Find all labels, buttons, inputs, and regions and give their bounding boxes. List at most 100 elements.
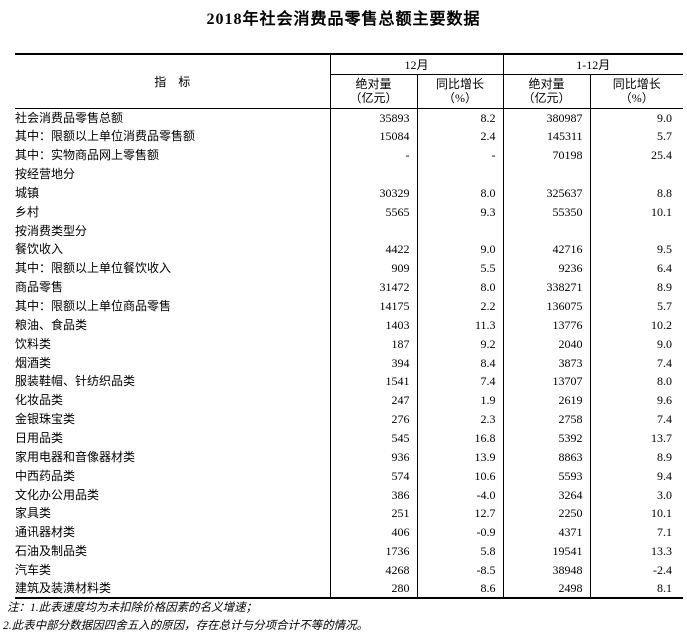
table-row: 餐饮收入 4422 9.0 42716 9.5 [15,240,684,259]
indicator-cell: 按消费类型分 [15,223,88,238]
table-row: 烟酒类 394 8.4 3873 7.4 [15,353,684,373]
indicator-cell: 烟酒类 [15,355,52,370]
subheader-label: 绝对量 [528,77,565,91]
indicator-cell: 城镇 [15,185,40,200]
value-cell: 8.0 [589,372,684,391]
value-cell: 13.9 [416,447,504,467]
value-cell: 1.9 [416,390,504,410]
table-row: 金银珠宝类 276 2.3 2758 7.4 [15,409,684,429]
value-cell [416,221,504,241]
value-cell: 13707 [502,372,591,391]
indicator-cell: 中西药品类 [15,468,76,483]
value-cell: - [416,145,504,165]
indicator-cell: 家具类 [15,506,52,521]
table-row: 饮料类 187 9.2 2040 9.0 [15,334,684,354]
indicator-cell: 其中：限额以上单位商品零售 [15,299,172,314]
value-cell: 9.0 [589,334,684,354]
value-cell: 7.4 [416,372,504,391]
value-cell: 2758 [502,409,591,429]
value-cell: 10.2 [589,315,684,335]
value-cell: 5.8 [416,541,504,561]
value-cell: 5.5 [416,258,504,278]
subheader-month-absolute: 绝对量 （亿元） [329,74,417,109]
value-cell: 19541 [502,541,591,561]
table-row: 汽车类 4268 -8.5 38948 -2.4 [15,560,684,580]
value-cell: 145311 [502,126,591,146]
value-cell: 35893 [329,108,417,127]
month-group-header: 12月 [329,54,504,75]
value-cell: 4268 [329,560,417,580]
value-cell: 2040 [502,334,591,354]
table-row: 粮油、食品类 1403 11.3 13776 10.2 [15,315,684,335]
note-line-1: 注：1.此表速度均为未扣除价格因素的名义增速； [7,602,258,614]
value-cell: 394 [329,353,417,373]
value-cell: 2.4 [416,126,504,146]
value-cell: 11.3 [416,315,504,335]
value-cell: 2.3 [416,409,504,429]
value-cell: 7.1 [589,522,684,542]
page-title: 2018年社会消费品零售总额主要数据 [206,11,481,28]
value-cell: 42716 [502,240,591,259]
value-cell [502,221,591,241]
value-cell: 7.4 [589,409,684,429]
indicator-cell: 服装鞋帽、针纺织品类 [15,374,136,389]
value-cell [329,164,417,184]
value-cell: 9.4 [589,466,684,486]
value-cell: 8.6 [416,579,504,599]
value-cell: 8863 [502,447,591,467]
value-cell: 10.1 [589,504,684,523]
table-row: 乡村 5565 9.3 55350 10.1 [15,202,684,222]
value-cell: 5565 [329,202,417,222]
value-cell: 9236 [502,258,591,278]
value-cell: 38948 [502,560,591,580]
value-cell [502,164,591,184]
value-cell: 8.0 [416,183,504,203]
value-cell: 9.0 [416,240,504,259]
value-cell: 2.2 [416,296,504,316]
ytd-group-header: 1-12月 [502,54,684,75]
value-cell: - [329,145,417,165]
value-cell: 280 [329,579,417,599]
table-row: 家用电器和音像器材类 936 13.9 8863 8.9 [15,447,684,467]
table-row: 通讯器材类 406 -0.9 4371 7.1 [15,522,684,542]
table-body: 社会消费品零售总额 35893 8.2 380987 9.0 其中：限额以上单位消费品零售… [15,108,684,599]
indicator-cell: 石油及制品类 [15,544,88,559]
header-sub-row: 绝对量 （亿元） 同比增长 （%） 绝对量 （亿元） 同比增长 （%） [15,74,684,109]
value-cell: 4371 [502,522,591,542]
value-cell: 386 [329,485,417,505]
value-cell: 12.7 [416,504,504,523]
value-cell: 5593 [502,466,591,486]
indicator-cell: 文化办公用品类 [15,487,100,502]
table-row: 其中：限额以上单位消费品零售额 15084 2.4 145311 5.7 [15,126,684,146]
value-cell: -0.9 [416,522,504,542]
value-cell [416,164,504,184]
table-row: 按经营地分 [15,164,684,184]
table-row: 石油及制品类 1736 5.8 19541 13.3 [15,541,684,561]
indicator-cell: 按经营地分 [15,167,76,181]
value-cell: 574 [329,466,417,486]
value-cell [589,164,684,184]
value-cell: 8.9 [589,277,684,297]
indicator-cell: 家用电器和音像器材类 [15,449,136,464]
value-cell: 13776 [502,315,591,335]
subheader-ytd-absolute: 绝对量 （亿元） [502,74,591,109]
value-cell: 936 [329,447,417,467]
value-cell: 9.5 [589,240,684,259]
indicator-cell: 其中：实物商品网上零售额 [15,148,160,163]
value-cell: 545 [329,428,417,448]
value-cell: 9.0 [589,108,684,127]
indicator-cell: 其中：限额以上单位餐饮收入 [15,261,172,276]
indicator-cell: 社会消费品零售总额 [15,110,124,125]
table-row: 文化办公用品类 386 -4.0 3264 3.0 [15,485,684,505]
value-cell: 55350 [502,202,591,222]
value-cell: 1736 [329,541,417,561]
value-cell: 14175 [329,296,417,316]
value-cell: 13.7 [589,428,684,448]
value-cell: -2.4 [589,560,684,580]
value-cell: 8.8 [589,183,684,203]
value-cell: 325637 [502,183,591,203]
value-cell: 9.6 [589,390,684,410]
indicator-cell: 建筑及装潢材料类 [15,581,112,596]
value-cell: -4.0 [416,485,504,505]
